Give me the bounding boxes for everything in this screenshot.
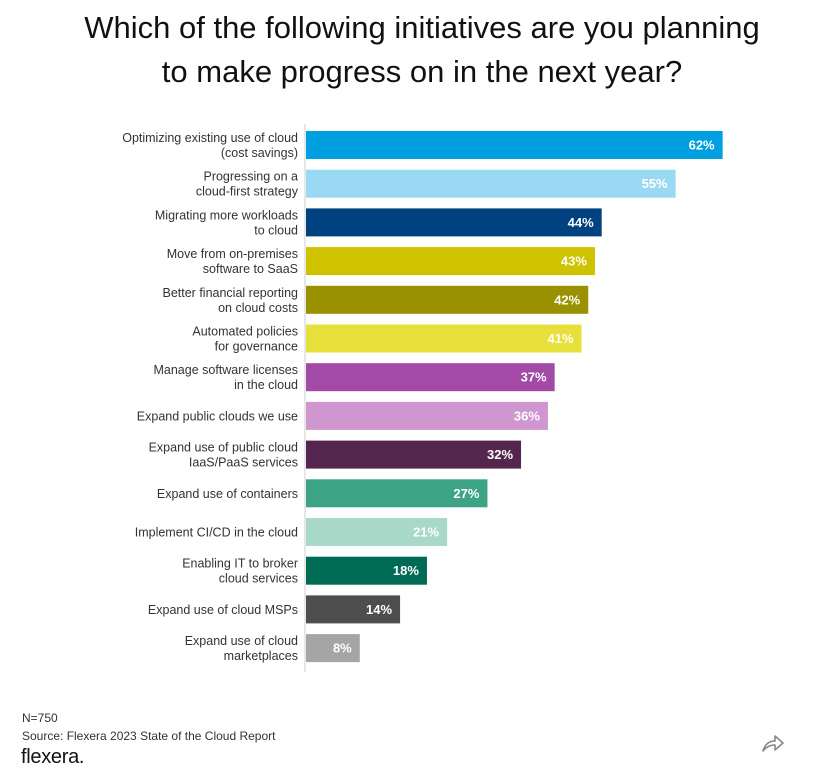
category-label: Manage software licenses in the cloud xyxy=(153,363,298,392)
chart-title: Which of the following initiatives are y… xyxy=(84,10,760,89)
bar-value-label: 44% xyxy=(568,215,594,230)
category-label-line: (cost savings) xyxy=(221,146,298,160)
bar-chart: 62% Optimizing existing use of cloud (cost… xyxy=(122,124,723,672)
category-label-line: Migrating more workloads xyxy=(155,208,298,222)
category-label: Move from on-premises software to SaaS xyxy=(167,247,298,276)
share-arrow-icon[interactable] xyxy=(760,731,786,755)
category-label-line: to cloud xyxy=(254,223,298,237)
bar-value-label: 43% xyxy=(561,254,587,269)
category-label-line: software to SaaS xyxy=(203,262,298,276)
bar[interactable] xyxy=(306,285,589,314)
category-label-line: IaaS/PaaS services xyxy=(189,456,298,470)
bar[interactable] xyxy=(306,440,522,469)
category-label: Enabling IT to broker cloud services xyxy=(182,557,298,586)
bar-value-label: 37% xyxy=(521,370,547,385)
category-label-line: Expand use of containers xyxy=(157,487,298,501)
category-label: Expand use of cloud MSPs xyxy=(148,603,298,617)
category-label-line: Move from on-premises xyxy=(167,247,298,261)
bar[interactable] xyxy=(306,247,595,276)
category-label-line: Expand use of cloud xyxy=(185,634,298,648)
bar-value-label: 42% xyxy=(554,292,580,307)
bar-value-label: 41% xyxy=(547,331,573,346)
category-label-line: Expand use of public cloud xyxy=(149,441,298,455)
category-label-line: cloud-first strategy xyxy=(196,185,299,199)
category-label-line: cloud services xyxy=(219,572,298,586)
bar[interactable] xyxy=(306,324,582,353)
category-label-line: in the cloud xyxy=(234,378,298,392)
brand-logo: flexera. xyxy=(21,746,85,768)
bar-value-label: 21% xyxy=(413,525,439,540)
bar-value-label: 18% xyxy=(393,563,419,578)
category-label-line: for governance xyxy=(215,340,298,354)
bar-value-label: 8% xyxy=(333,641,352,656)
source-note: Source: Flexera 2023 State of the Cloud … xyxy=(22,729,276,743)
bar-value-label: 32% xyxy=(487,447,513,462)
category-label-line: Automated policies xyxy=(192,325,298,339)
bar[interactable] xyxy=(306,479,488,508)
bar-value-label: 62% xyxy=(689,138,715,153)
category-label: Implement CI/CD in the cloud xyxy=(135,526,298,540)
category-label: Expand use of public cloud IaaS/PaaS serv… xyxy=(149,441,298,470)
category-label: Migrating more workloads to cloud xyxy=(155,208,298,237)
category-label: Expand public clouds we use xyxy=(137,409,298,423)
bar[interactable] xyxy=(306,595,401,624)
bar[interactable] xyxy=(306,131,723,159)
bar[interactable] xyxy=(306,401,548,430)
bar[interactable] xyxy=(306,518,448,546)
bar[interactable] xyxy=(306,169,676,198)
category-label: Better financial reporting on cloud costs xyxy=(163,286,299,315)
category-label: Automated policies for governance xyxy=(192,325,298,354)
category-label-line: Optimizing existing use of cloud xyxy=(122,131,298,145)
bar-value-label: 36% xyxy=(514,408,540,423)
category-label-line: on cloud costs xyxy=(218,301,298,315)
category-label-line: Enabling IT to broker xyxy=(182,557,298,571)
category-label-line: Implement CI/CD in the cloud xyxy=(135,526,298,540)
category-label: Expand use of cloud marketplaces xyxy=(185,634,298,663)
bar[interactable] xyxy=(306,208,602,237)
bar-value-label: 55% xyxy=(642,176,668,191)
category-label-line: Progressing on a xyxy=(203,170,298,184)
category-label-line: Expand use of cloud MSPs xyxy=(148,603,298,617)
sample-size-note: N=750 xyxy=(22,711,58,725)
category-label: Optimizing existing use of cloud (cost sa… xyxy=(122,131,298,160)
category-label: Progressing on a cloud-first strategy xyxy=(196,170,299,199)
category-label-line: Better financial reporting xyxy=(163,286,299,300)
bar-value-label: 27% xyxy=(453,486,479,501)
bar-value-label: 14% xyxy=(366,602,392,617)
category-label-line: Expand public clouds we use xyxy=(137,409,298,423)
category-label-line: marketplaces xyxy=(224,649,298,663)
bar[interactable] xyxy=(306,634,360,663)
category-label: Expand use of containers xyxy=(157,487,298,501)
bar[interactable] xyxy=(306,363,555,392)
category-label-line: Manage software licenses xyxy=(153,363,298,377)
bar[interactable] xyxy=(306,556,427,585)
